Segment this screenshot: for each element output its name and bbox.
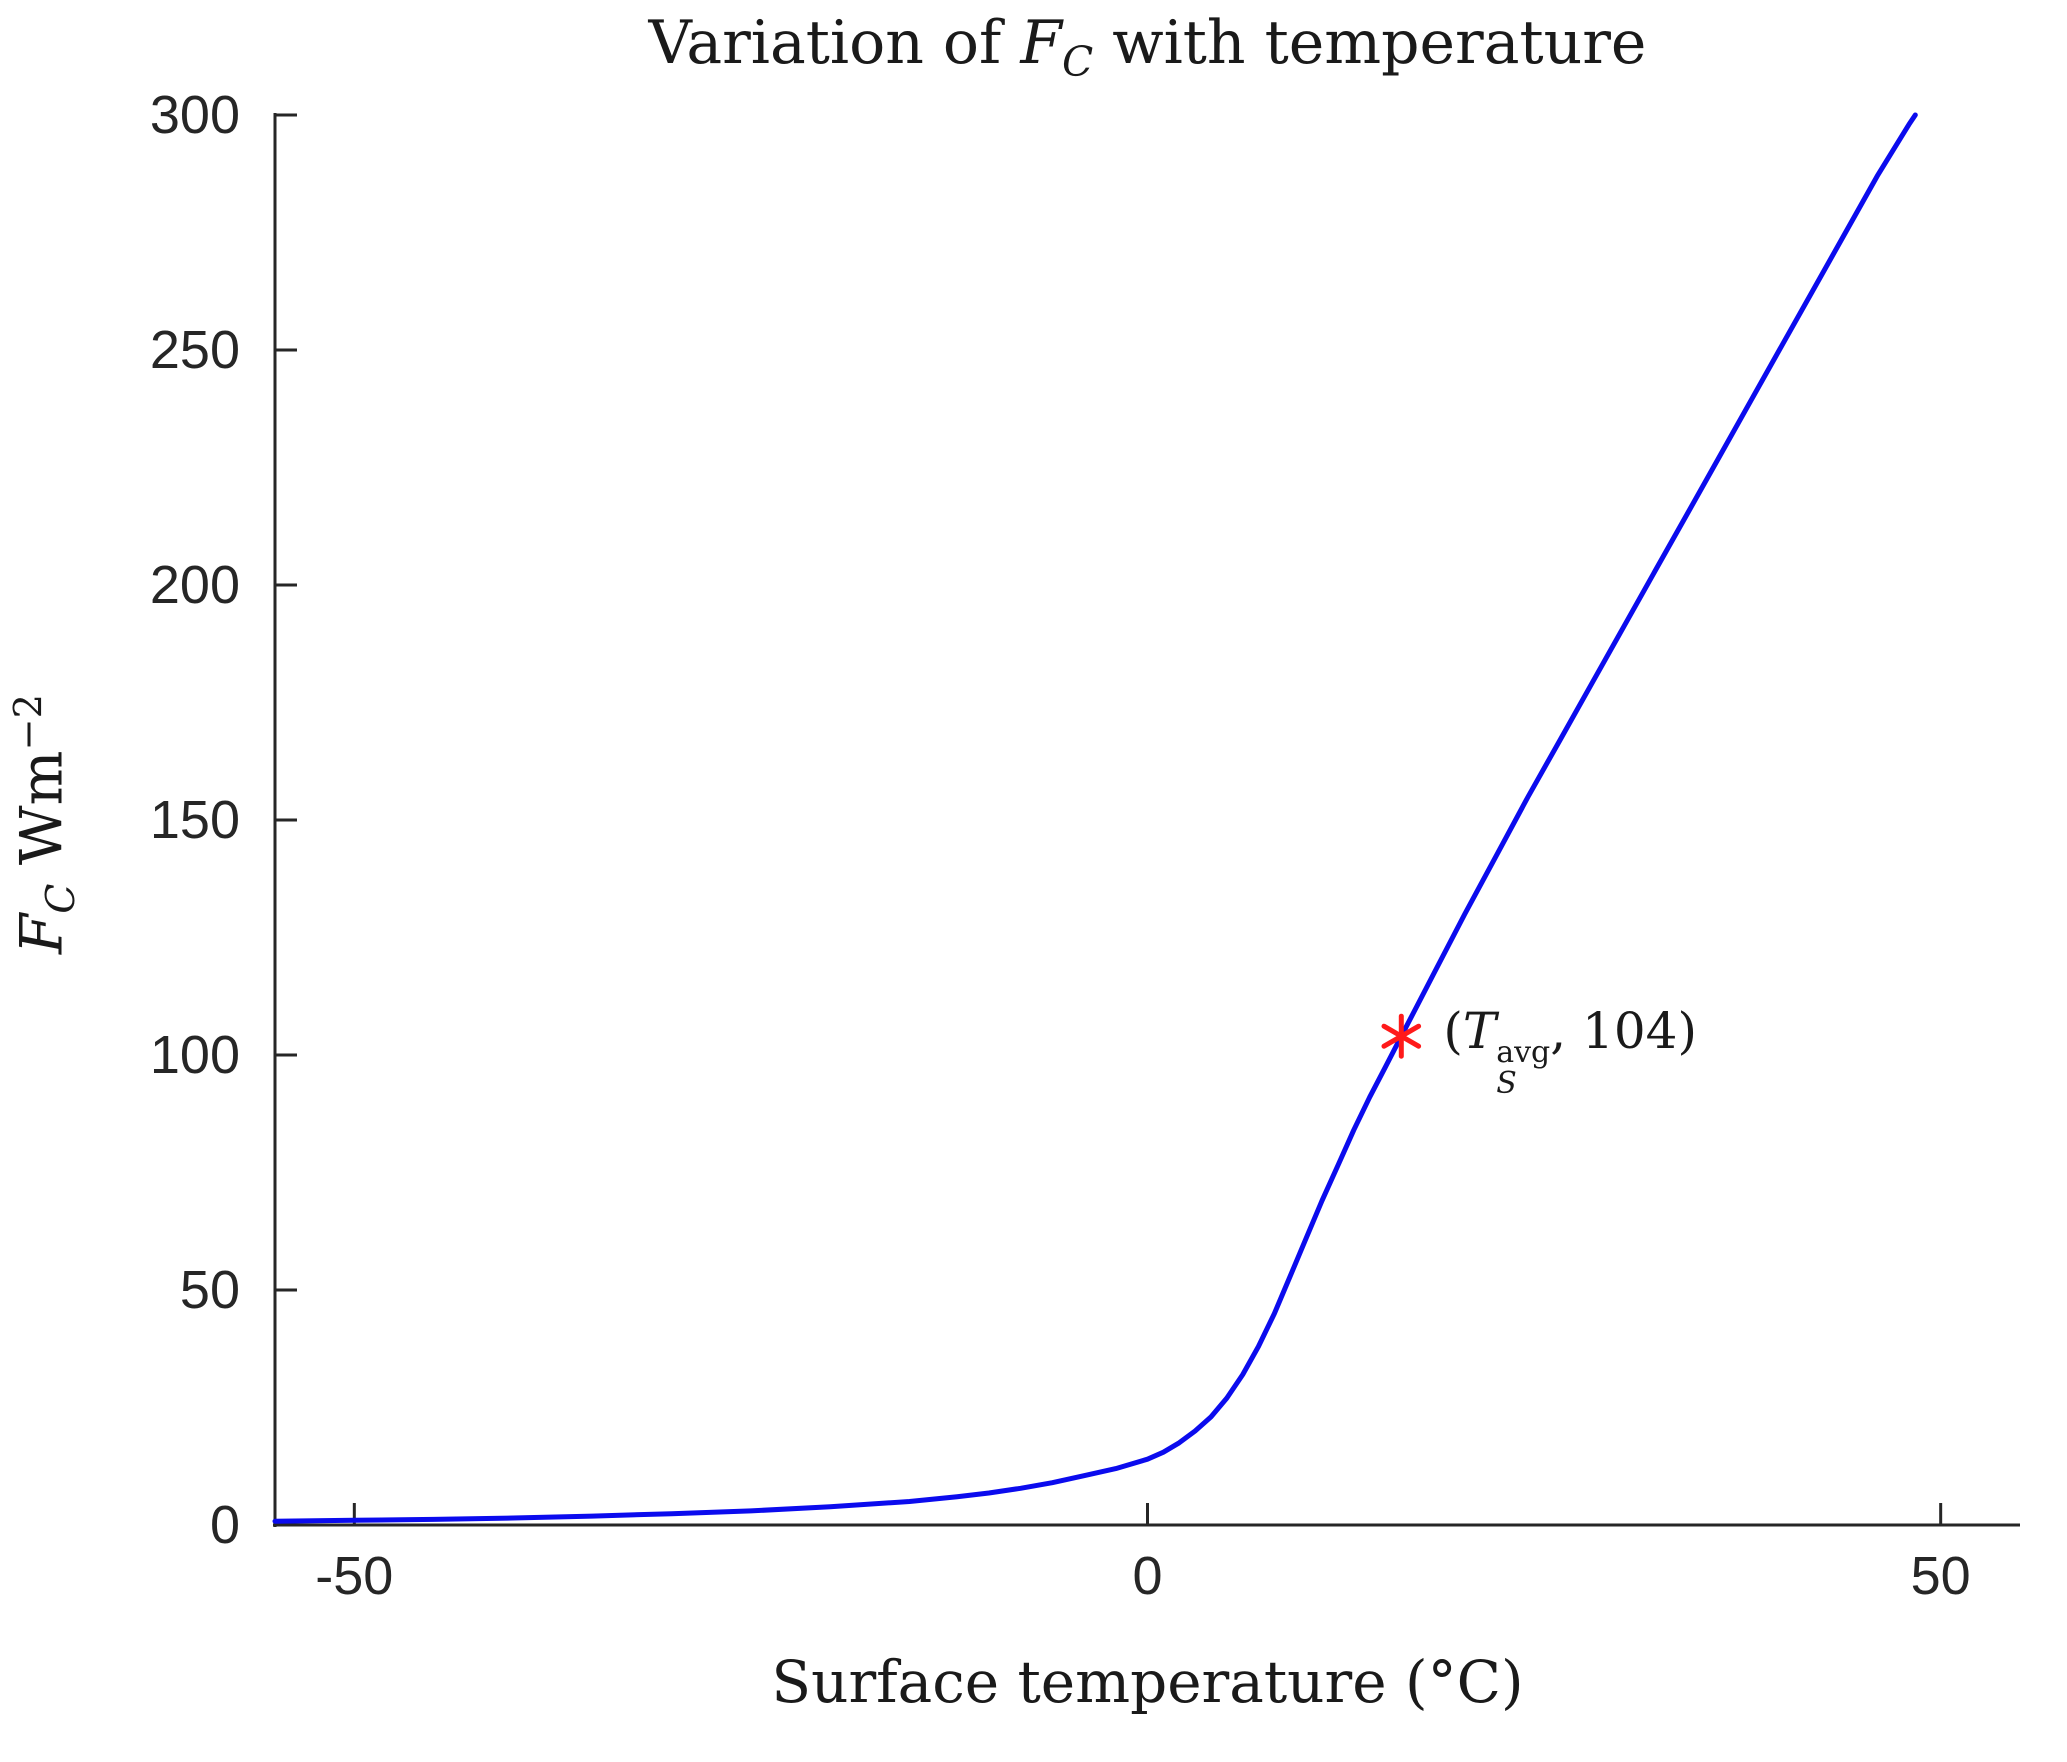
annotation-var: T [1462, 1002, 1497, 1061]
annotation-open-paren: ( [1443, 1002, 1463, 1061]
y-tick-label-300: 300 [149, 85, 240, 145]
x-tick-label-50: 50 [1910, 1546, 1971, 1606]
fc-curve-line [272, 112, 1918, 1524]
y-axis-label-math: F [7, 913, 76, 954]
chart-title-math-sub: C [1061, 38, 1094, 86]
x-tick-label-0: 0 [1132, 1546, 1163, 1606]
y-axis-label-math-sub: C [37, 883, 84, 914]
y-axis-label-unit-sup: −2 [6, 694, 51, 751]
annotation-superscript: avg [1496, 1034, 1551, 1070]
annotation-subscript: S [1496, 1066, 1517, 1102]
chart-title: Variation of FC with temperature [275, 8, 2020, 86]
chart-title-math: F [1020, 8, 1062, 78]
asterisk-marker-icon [1381, 1013, 1422, 1059]
y-tick-label-150: 150 [149, 790, 240, 850]
annotation-scripts: avg S [1496, 1037, 1550, 1100]
chart-title-text-post: with temperature [1093, 8, 1647, 78]
chart-title-text: Variation of [648, 8, 1021, 78]
annotation-value: , 104) [1550, 1002, 1697, 1061]
x-tick-label-neg50: -50 [315, 1546, 394, 1606]
y-tick-label-200: 200 [149, 555, 240, 615]
y-tick-label-100: 100 [149, 1025, 240, 1085]
marker-annotation: (T avg S, 104) [1443, 1002, 1697, 1100]
y-tick-label-0: 0 [209, 1495, 240, 1555]
y-tick-label-250: 250 [149, 320, 240, 380]
x-axis-label: Surface temperature (°C) [771, 1648, 1524, 1716]
axis-tick-marks [275, 113, 1943, 1527]
y-tick-label-50: 50 [179, 1260, 240, 1320]
